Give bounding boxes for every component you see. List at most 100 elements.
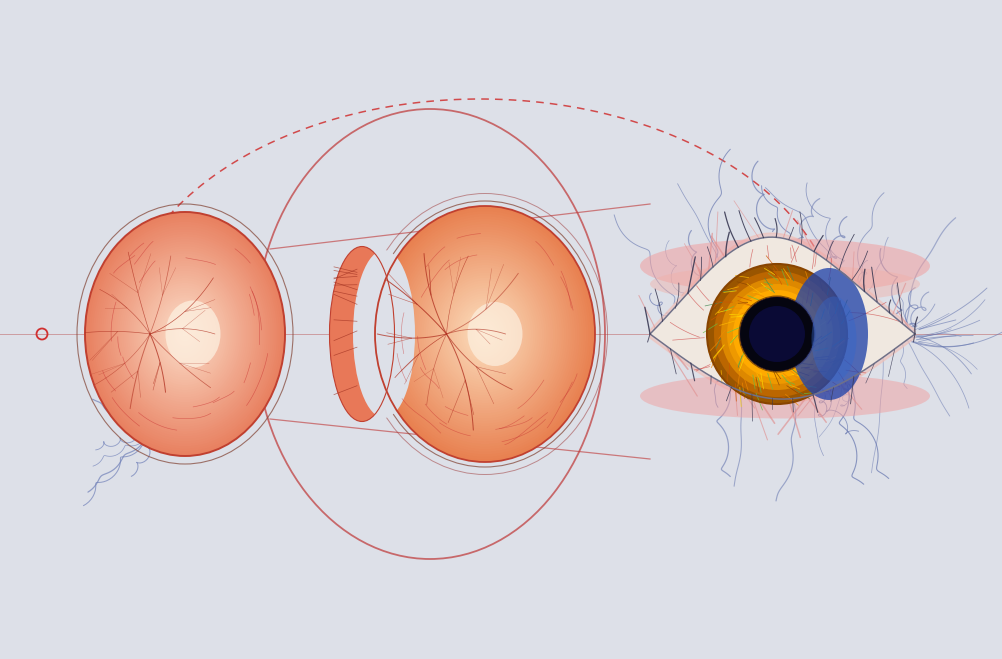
Polygon shape (649, 237, 914, 399)
Circle shape (748, 306, 805, 362)
Ellipse shape (447, 291, 522, 378)
Ellipse shape (452, 296, 517, 372)
Ellipse shape (467, 314, 502, 355)
Circle shape (738, 296, 815, 372)
Ellipse shape (161, 304, 208, 363)
Ellipse shape (425, 265, 544, 403)
Ellipse shape (478, 326, 491, 341)
Ellipse shape (471, 319, 498, 349)
Ellipse shape (476, 324, 493, 344)
Ellipse shape (87, 214, 283, 453)
Ellipse shape (113, 246, 257, 422)
Ellipse shape (180, 329, 188, 339)
Ellipse shape (101, 231, 269, 436)
Circle shape (726, 284, 827, 384)
Ellipse shape (159, 302, 210, 366)
Ellipse shape (408, 244, 561, 424)
Ellipse shape (115, 248, 255, 419)
Ellipse shape (790, 268, 867, 400)
Ellipse shape (135, 273, 234, 395)
Ellipse shape (167, 312, 202, 356)
Ellipse shape (639, 374, 929, 418)
Ellipse shape (109, 241, 261, 427)
Ellipse shape (147, 287, 222, 380)
Polygon shape (649, 233, 914, 403)
Ellipse shape (381, 214, 588, 454)
Ellipse shape (421, 260, 548, 408)
Ellipse shape (165, 301, 220, 368)
Ellipse shape (119, 254, 250, 415)
Ellipse shape (465, 311, 504, 357)
Ellipse shape (103, 234, 267, 434)
Ellipse shape (392, 227, 577, 442)
Ellipse shape (174, 322, 194, 346)
Ellipse shape (375, 206, 594, 462)
Ellipse shape (168, 314, 200, 353)
Ellipse shape (434, 275, 535, 393)
Ellipse shape (649, 265, 919, 303)
Ellipse shape (353, 250, 415, 418)
Ellipse shape (99, 229, 271, 439)
Ellipse shape (129, 266, 240, 403)
Ellipse shape (469, 316, 500, 352)
Ellipse shape (430, 270, 539, 398)
Ellipse shape (137, 275, 232, 393)
Ellipse shape (423, 262, 546, 406)
Ellipse shape (480, 329, 489, 339)
Ellipse shape (482, 331, 487, 337)
Ellipse shape (131, 268, 238, 400)
Ellipse shape (165, 310, 204, 358)
Ellipse shape (463, 308, 506, 360)
Ellipse shape (456, 301, 513, 367)
Ellipse shape (139, 278, 230, 390)
Ellipse shape (390, 224, 579, 444)
Ellipse shape (388, 221, 581, 447)
Ellipse shape (445, 288, 524, 380)
Ellipse shape (153, 295, 216, 373)
Ellipse shape (406, 242, 564, 426)
Ellipse shape (454, 298, 515, 370)
Circle shape (739, 297, 814, 371)
Ellipse shape (123, 258, 246, 410)
Ellipse shape (449, 293, 520, 375)
Ellipse shape (178, 327, 190, 341)
Ellipse shape (111, 244, 259, 424)
Ellipse shape (105, 237, 265, 432)
Ellipse shape (172, 320, 196, 349)
Ellipse shape (89, 217, 281, 451)
Ellipse shape (176, 324, 192, 344)
Ellipse shape (97, 227, 273, 442)
Ellipse shape (436, 277, 533, 390)
Ellipse shape (414, 252, 555, 416)
Ellipse shape (410, 247, 559, 421)
Ellipse shape (428, 268, 542, 401)
Ellipse shape (811, 297, 856, 382)
Ellipse shape (412, 250, 557, 418)
Ellipse shape (417, 254, 553, 413)
Ellipse shape (474, 321, 496, 347)
Ellipse shape (145, 285, 224, 383)
Ellipse shape (117, 251, 253, 417)
Ellipse shape (170, 317, 198, 351)
Ellipse shape (95, 224, 275, 444)
Ellipse shape (399, 234, 570, 434)
Ellipse shape (182, 331, 186, 337)
Ellipse shape (85, 212, 285, 456)
Ellipse shape (133, 271, 236, 397)
Circle shape (720, 278, 833, 390)
Ellipse shape (155, 297, 214, 370)
Ellipse shape (395, 229, 574, 439)
Ellipse shape (107, 239, 263, 429)
Ellipse shape (419, 257, 550, 411)
Ellipse shape (377, 208, 592, 459)
Ellipse shape (384, 216, 585, 452)
Ellipse shape (163, 307, 206, 361)
Ellipse shape (467, 302, 522, 366)
Ellipse shape (143, 283, 226, 386)
Ellipse shape (127, 263, 242, 405)
Ellipse shape (403, 239, 566, 429)
Ellipse shape (151, 293, 218, 376)
Circle shape (706, 264, 846, 404)
Ellipse shape (458, 303, 511, 364)
Ellipse shape (438, 280, 531, 387)
